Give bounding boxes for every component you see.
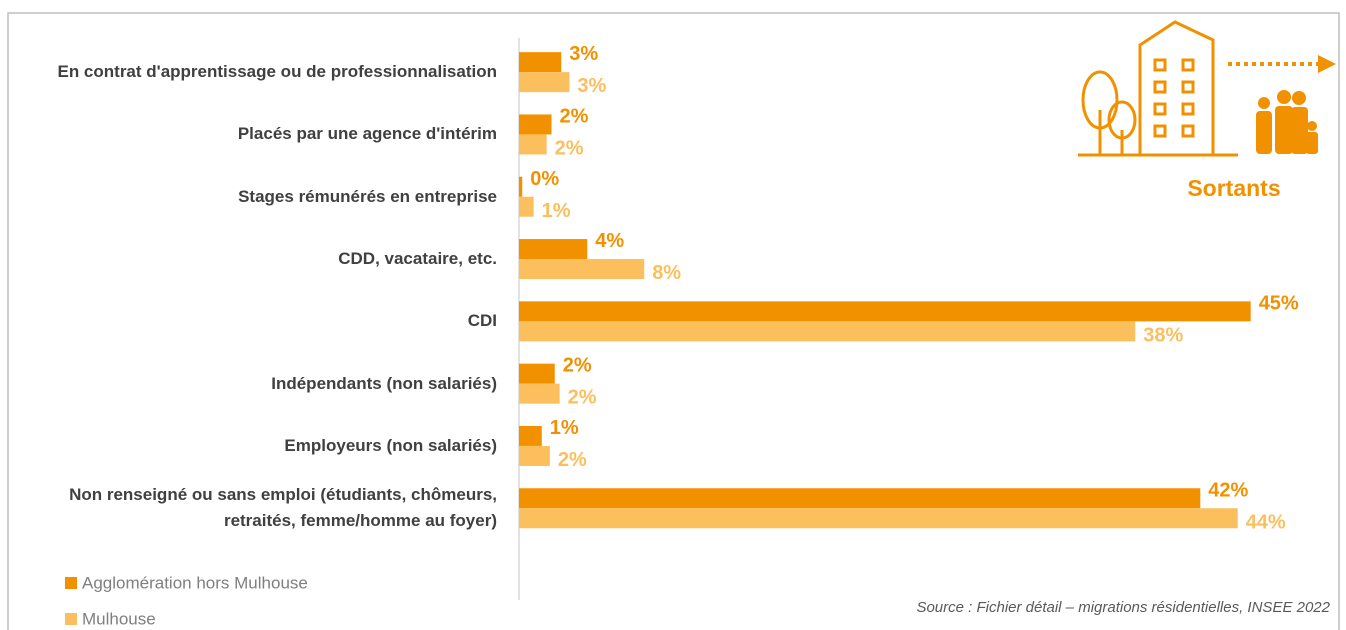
source: Source : Fichier détail – migrations rés… [916,599,1330,616]
category-label: Stages rémunérés en entreprise [32,184,497,210]
value-label: 44% [1246,511,1286,533]
legend-label: Mulhouse [82,609,156,628]
bar [519,488,1200,508]
category-label: CDD, vacataire, etc. [32,246,497,272]
page: Sortants Source : Fichier détail – migra… [0,0,1346,630]
category-label: CDI [32,308,497,334]
value-label: 0% [530,168,559,190]
bar [519,259,644,279]
category-label: Employeurs (non salariés) [32,433,497,459]
arrow-head [1318,55,1336,73]
bar [519,134,547,154]
value-label: 1% [542,200,571,222]
value-label: 2% [563,355,592,377]
value-label: 1% [550,417,579,439]
bar [519,197,534,217]
category-label: Indépendants (non salariés) [32,371,497,397]
value-label: 42% [1208,479,1248,501]
bar [519,52,561,72]
bar [519,426,542,446]
bar [519,364,555,384]
annotation: Sortants [1187,175,1280,201]
category-label: Non renseigné ou sans emploi (étudiants,… [32,482,497,534]
bar [519,239,587,259]
value-label: 3% [569,43,598,65]
value-label: 2% [558,449,587,471]
bar [519,301,1251,321]
category-label: Placés par une agence d'intérim [32,121,497,147]
value-label: 8% [652,262,681,284]
value-label: 3% [577,75,606,97]
bar [519,384,560,404]
bar [519,508,1238,528]
legend-label: Agglomération hors Mulhouse [82,573,308,592]
bar [519,114,552,134]
bar [519,446,550,466]
category-label: En contrat d'apprentissage ou de profess… [32,59,497,85]
value-label: 4% [595,230,624,252]
legend-swatch [65,613,77,625]
value-label: 2% [568,387,597,409]
value-label: 2% [555,137,584,159]
value-label: 45% [1259,292,1299,314]
bar [519,321,1135,341]
legend-swatch [65,577,77,589]
bar [519,177,522,197]
value-label: 38% [1143,324,1183,346]
value-label: 2% [560,105,589,127]
family-icon [1256,90,1318,154]
bar [519,72,569,92]
